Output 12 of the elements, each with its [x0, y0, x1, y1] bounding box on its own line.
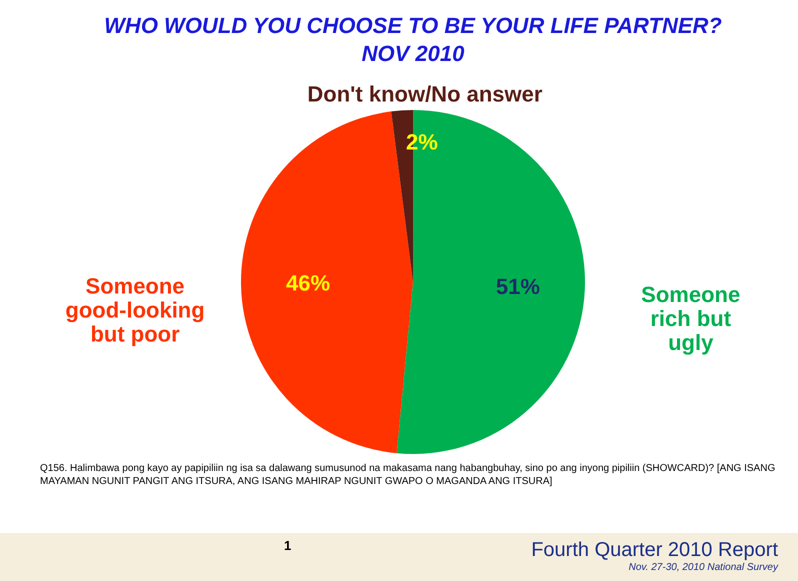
slice-label: Don't know/No answer [307, 81, 543, 106]
text: Nov. 27-30, 2010 National Survey [628, 562, 778, 573]
chart-title: WHO WOULD YOU CHOOSE TO BE YOUR LIFE PARTNER? [104, 13, 722, 38]
data-label: 51% [496, 274, 540, 299]
chart-subtitle: NOV 2010 [362, 41, 466, 66]
text: 1 [284, 538, 292, 553]
slice-label: Someone rich but ugly [641, 282, 740, 356]
data-label: 46% [286, 270, 330, 296]
text: Q156. Halimbawa pong kayo ay papipiliin ng isa sa dalawang sumusunod na makasama nang habangbuhay, sino po ang inyong pipiliin (SHOWCARD)? [ANG ISANG MAYAMAN NGUNIT PANGIT ANG ITSURA, ANG ISANG MAHIRAP NGUNIT GWAPO O MAGANDA ANG ITSURA] [40, 462, 776, 488]
slice-label: Someone good-looking but poor [65, 273, 205, 346]
text: Fourth Quarter 2010 Report [531, 539, 778, 562]
pie-slice [396, 110, 585, 454]
